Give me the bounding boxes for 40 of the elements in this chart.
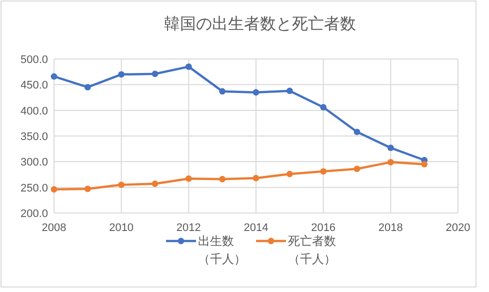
y-tick-label: 350.0 (20, 131, 48, 143)
x-tick-label: 2016 (311, 222, 336, 234)
point (320, 104, 327, 110)
point (50, 73, 58, 80)
chart-title: 韓国の出生者数と死亡者数 (164, 15, 356, 33)
point (185, 175, 192, 182)
x-tick-label: 2018 (378, 222, 403, 234)
point (84, 84, 91, 90)
point (118, 71, 125, 78)
legend-label: 死亡者数（千人） (288, 233, 337, 268)
point (354, 166, 360, 172)
point (219, 88, 226, 95)
point (387, 158, 394, 166)
y-tick-label: 450.0 (20, 80, 48, 92)
point (152, 70, 158, 78)
point (118, 182, 125, 188)
y-tick-label: 400.0 (20, 105, 48, 118)
y-tick-label: 200.0 (20, 208, 48, 220)
point (320, 168, 327, 175)
legend-label: 出生数（千人） (198, 234, 246, 266)
point (152, 180, 158, 187)
point (50, 186, 58, 193)
point (252, 89, 260, 96)
x-tick-label: 2008 (42, 222, 66, 234)
y-tick-label: 250.0 (20, 182, 48, 194)
point (286, 170, 293, 178)
point (84, 186, 91, 192)
point (354, 128, 360, 136)
x-tick-label: 2012 (176, 222, 201, 234)
x-tick-label: 2014 (244, 222, 268, 234)
point (219, 176, 226, 182)
point (387, 144, 394, 152)
point (286, 88, 293, 94)
point (185, 64, 192, 70)
x-tick-label: 2010 (109, 222, 134, 234)
x-tick-label: 2020 (446, 222, 470, 234)
point (421, 161, 428, 168)
point (252, 174, 260, 182)
y-tick-label: 300.0 (20, 156, 48, 169)
y-tick-label: 500.0 (20, 54, 48, 66)
